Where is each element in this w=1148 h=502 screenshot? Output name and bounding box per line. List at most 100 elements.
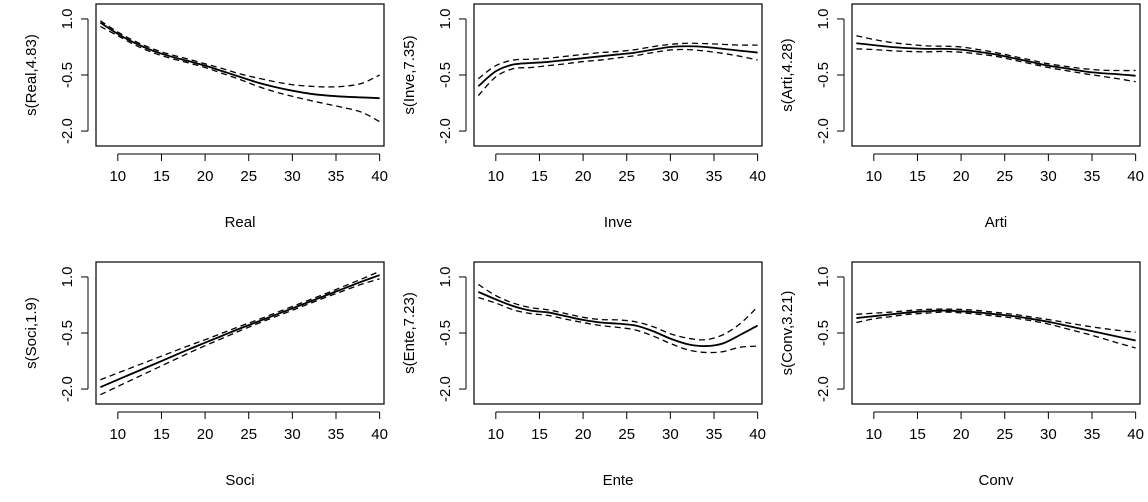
series-lower-line <box>477 48 758 96</box>
x-tick-label: 15 <box>531 426 548 443</box>
x-tick-label: 20 <box>197 426 214 443</box>
x-tick-label: 20 <box>953 426 970 443</box>
y-axis-label: s(Soci,1.9) <box>23 297 40 369</box>
series-fit-line <box>99 21 380 100</box>
series-upper-line <box>477 42 758 80</box>
x-axis-label: Ente <box>603 472 634 489</box>
series-upper-line <box>856 35 1136 72</box>
x-tick-label: 20 <box>575 426 592 443</box>
x-tick-label: 10 <box>487 426 504 443</box>
x-tick-label: 35 <box>328 426 345 443</box>
x-tick-label: 10 <box>865 426 882 443</box>
x-axis-label: Arti <box>985 214 1008 231</box>
x-tick-label: 15 <box>153 168 170 185</box>
y-tick-label: -0.5 <box>59 320 76 346</box>
x-tick-label: 40 <box>1127 426 1144 443</box>
x-tick-label: 30 <box>284 426 301 443</box>
series-lower-line <box>100 25 380 123</box>
y-tick-label: -0.5 <box>815 320 832 346</box>
x-tick-label: 20 <box>197 168 214 185</box>
x-tick-label: 30 <box>1040 426 1057 443</box>
series-fit-line <box>478 291 759 347</box>
y-tick-label: 1.0 <box>59 9 76 30</box>
series-upper-line <box>100 20 380 88</box>
x-axis-label: Soci <box>225 472 254 489</box>
series-lower-line <box>856 311 1136 349</box>
x-tick-label: 25 <box>996 168 1013 185</box>
y-tick-label: -2.0 <box>59 376 76 402</box>
y-tick-label: -0.5 <box>437 320 454 346</box>
panel-soci: 10 15 20 25 30 35 40 Soci 1.0 -0.5 -2.0 s(Soci,1.9) <box>23 261 388 489</box>
x-tick-label: 35 <box>1084 168 1101 185</box>
x-tick-label: 40 <box>1127 168 1144 185</box>
x-tick-label: 25 <box>240 426 257 443</box>
y-tick-label: 1.0 <box>815 9 832 30</box>
panel-real: 10 15 20 25 30 35 40 Real 1.0 -0.5 -2.0 s(Real,4.83… <box>23 3 388 231</box>
x-tick-label: 35 <box>1084 426 1101 443</box>
x-tick-label: 15 <box>909 426 926 443</box>
x-axis-label: Real <box>225 214 256 231</box>
x-axis-label: Inve <box>604 214 632 231</box>
panel-arti: 10 15 20 25 30 35 40 Arti 1.0 -0.5 -2.0 s(Arti,4.28… <box>779 3 1144 231</box>
x-tick-label: 30 <box>662 168 679 185</box>
x-tick-label: 25 <box>618 168 635 185</box>
y-tick-label: -2.0 <box>59 118 76 144</box>
plot-frame <box>851 3 1141 147</box>
plot-frame <box>473 3 763 147</box>
y-tick-label: -2.0 <box>437 376 454 402</box>
y-tick-label: 1.0 <box>815 267 832 288</box>
series-fit-line <box>856 42 1136 77</box>
x-tick-label: 10 <box>109 168 126 185</box>
series-upper-line <box>856 308 1136 333</box>
x-tick-label: 30 <box>662 426 679 443</box>
plot-frame <box>95 261 385 405</box>
panel-conv: 10 15 20 25 30 35 40 Conv 1.0 -0.5 -2.0 s(Conv,3.21… <box>779 261 1144 489</box>
x-tick-label: 10 <box>865 168 882 185</box>
y-tick-label: 1.0 <box>437 267 454 288</box>
x-axis-label: Conv <box>978 472 1014 489</box>
x-tick-label: 10 <box>487 168 504 185</box>
series-fit-line <box>100 274 380 389</box>
x-tick-label: 25 <box>618 426 635 443</box>
x-tick-label: 35 <box>706 168 723 185</box>
series-upper-line <box>478 283 759 341</box>
series-fit-line <box>477 45 758 87</box>
x-tick-label: 40 <box>371 168 388 185</box>
y-axis-label: s(Real,4.83) <box>23 34 40 116</box>
series-lower-line <box>100 278 380 396</box>
x-tick-label: 30 <box>1040 168 1057 185</box>
y-tick-label: 1.0 <box>437 9 454 30</box>
series-upper-line <box>100 270 380 381</box>
x-tick-label: 20 <box>575 168 592 185</box>
x-tick-label: 10 <box>109 426 126 443</box>
y-tick-label: -0.5 <box>59 62 76 88</box>
x-tick-label: 40 <box>749 168 766 185</box>
series-lower-line <box>478 296 758 354</box>
y-tick-label: -2.0 <box>815 118 832 144</box>
series-fit-line <box>856 309 1136 342</box>
y-axis-label: s(Ente,7.23) <box>401 292 418 374</box>
x-tick-label: 25 <box>240 168 257 185</box>
x-tick-label: 15 <box>531 168 548 185</box>
x-tick-label: 35 <box>706 426 723 443</box>
y-tick-label: -0.5 <box>437 62 454 88</box>
x-tick-label: 40 <box>749 426 766 443</box>
x-tick-label: 20 <box>953 168 970 185</box>
x-tick-label: 15 <box>153 426 170 443</box>
x-tick-label: 35 <box>328 168 345 185</box>
plot-frame <box>473 261 763 405</box>
y-axis-label: s(Conv,3.21) <box>779 291 796 376</box>
y-tick-label: -0.5 <box>815 62 832 88</box>
y-axis-label: s(Arti,4.28) <box>779 38 796 111</box>
x-tick-label: 15 <box>909 168 926 185</box>
panel-inve: 10 15 20 25 30 35 40 Inve 1.0 -0.5 -2.0 s(Inve,7.35… <box>401 3 766 231</box>
x-tick-label: 30 <box>284 168 301 185</box>
y-axis-label: s(Inve,7.35) <box>401 35 418 114</box>
plot-frame <box>851 261 1141 405</box>
plot-frame <box>95 3 385 147</box>
y-tick-label: -2.0 <box>815 376 832 402</box>
x-tick-label: 40 <box>371 426 388 443</box>
x-tick-label: 25 <box>996 426 1013 443</box>
y-tick-label: 1.0 <box>59 267 76 288</box>
